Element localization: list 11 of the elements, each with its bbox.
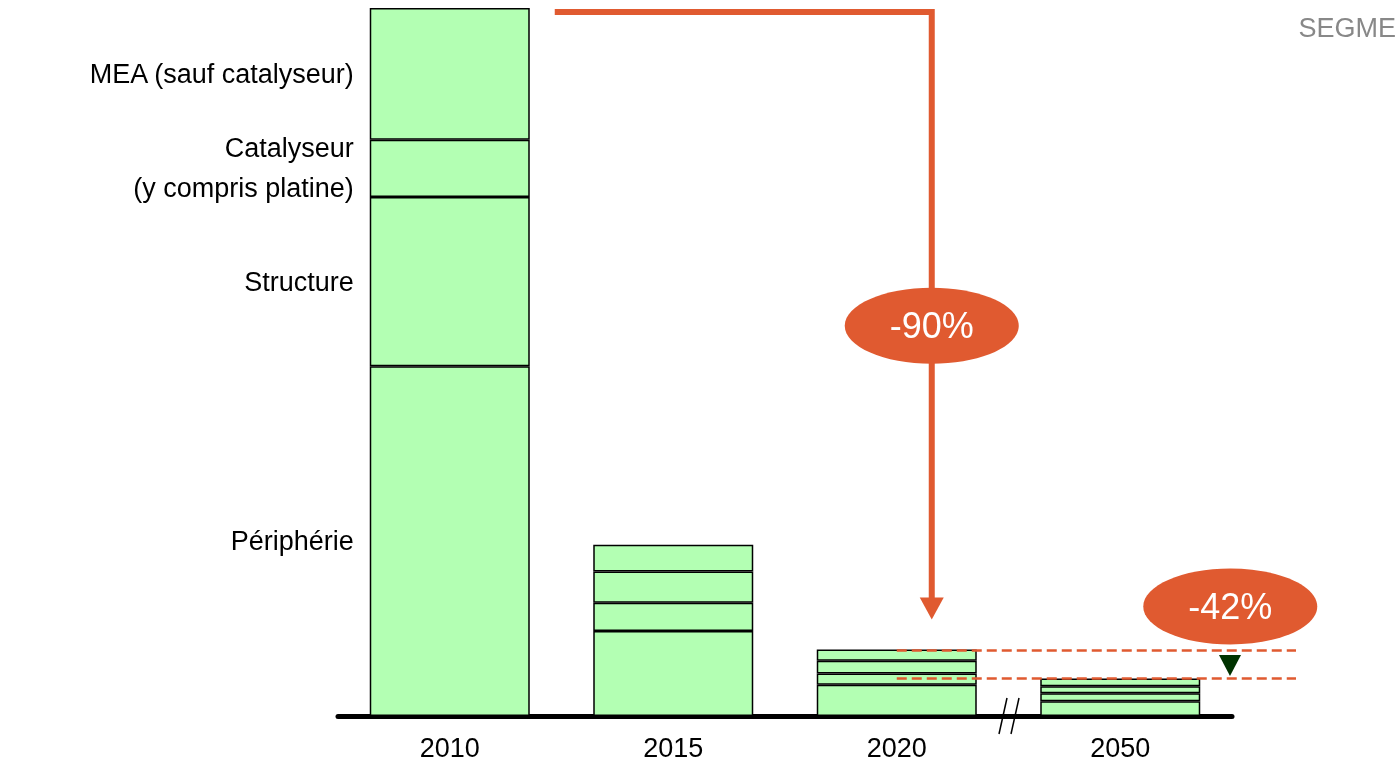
series-label: MEA (sauf catalyseur) [89, 58, 354, 89]
annotation: -90% [889, 305, 974, 347]
x-tick-label: 2015 [643, 732, 704, 763]
x-tick-label: 2010 [419, 732, 480, 763]
series-label: Structure [244, 266, 354, 297]
text: SEGME [1298, 12, 1396, 43]
annotation: -42% [1188, 585, 1273, 627]
x-tick-label: 2050 [1090, 732, 1151, 763]
series-label: Catalyseur (y compris platine) [133, 133, 354, 204]
series-label: Périphérie [230, 526, 354, 557]
x-tick-label: 2020 [866, 732, 927, 763]
